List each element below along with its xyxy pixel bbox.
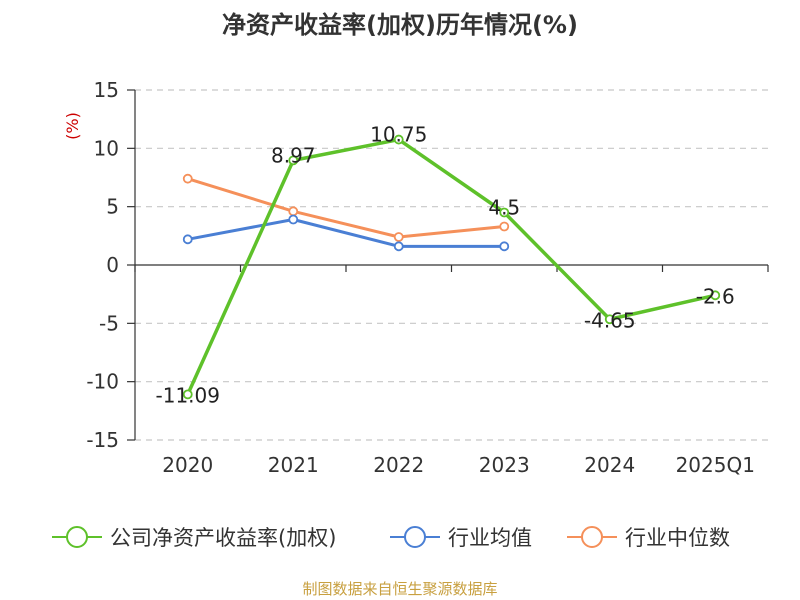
data-point <box>288 206 299 217</box>
source-note: 制图数据来自恒生聚源数据库 <box>302 580 497 598</box>
data-point <box>499 241 510 252</box>
data-point <box>393 241 404 252</box>
data-point <box>393 134 404 145</box>
data-point <box>288 214 299 225</box>
data-point <box>182 173 193 184</box>
legend: 公司净资产收益率(加权) 行业均值 行业中位数 <box>52 526 730 550</box>
data-point <box>393 232 404 242</box>
y-tick-label: -5 <box>99 311 119 335</box>
x-tick-label: 2020 <box>162 453 213 477</box>
axes: 15 10 5 0 -5 -10 -15 2020 2021 2022 2023 2024 2025Q1 <box>86 78 769 477</box>
x-tick-label: 2024 <box>584 453 635 477</box>
y-tick-label: 0 <box>106 253 119 277</box>
data-point <box>182 234 193 245</box>
data-label: -2.6 <box>696 284 735 308</box>
data-point <box>604 314 615 325</box>
legend-label: 行业均值 <box>448 526 532 550</box>
legend-label: 行业中位数 <box>625 526 730 550</box>
y-tick-label: 10 <box>94 136 119 160</box>
legend-marker <box>581 526 603 548</box>
x-tick-label: 2021 <box>268 453 319 477</box>
data-point <box>710 290 721 301</box>
series-line <box>187 218 505 248</box>
series-line <box>187 177 505 239</box>
legend-marker <box>66 526 88 548</box>
x-tick-label: 2025Q1 <box>676 453 755 477</box>
data-label: 4.5 <box>488 196 520 220</box>
y-tick-label: 15 <box>94 78 119 102</box>
x-tick-label: 2022 <box>373 453 424 477</box>
y-tick-label: 5 <box>106 195 119 219</box>
data-point <box>182 389 193 400</box>
data-point <box>499 207 510 218</box>
legend-marker <box>404 526 426 548</box>
y-tick-label: -15 <box>86 428 119 452</box>
data-label: -11.09 <box>156 383 220 407</box>
series-line <box>186 137 716 396</box>
data-label: -4.65 <box>584 308 636 332</box>
data-label: 8.97 <box>271 143 316 167</box>
data-label: 10.75 <box>370 123 427 147</box>
series-layer <box>182 134 721 400</box>
data-point <box>288 155 299 166</box>
y-tick-label: -10 <box>86 370 119 394</box>
x-tick-label: 2023 <box>479 453 530 477</box>
data-point <box>499 221 510 232</box>
data-labels: -11.09 8.97 10.75 4.5 -4.65 -2.6 <box>156 123 735 408</box>
chart-title: 净资产收益率(加权)历年情况(%) <box>222 11 578 39</box>
legend-label: 公司净资产收益率(加权) <box>110 526 336 550</box>
y-axis-label: (%) <box>63 112 82 140</box>
